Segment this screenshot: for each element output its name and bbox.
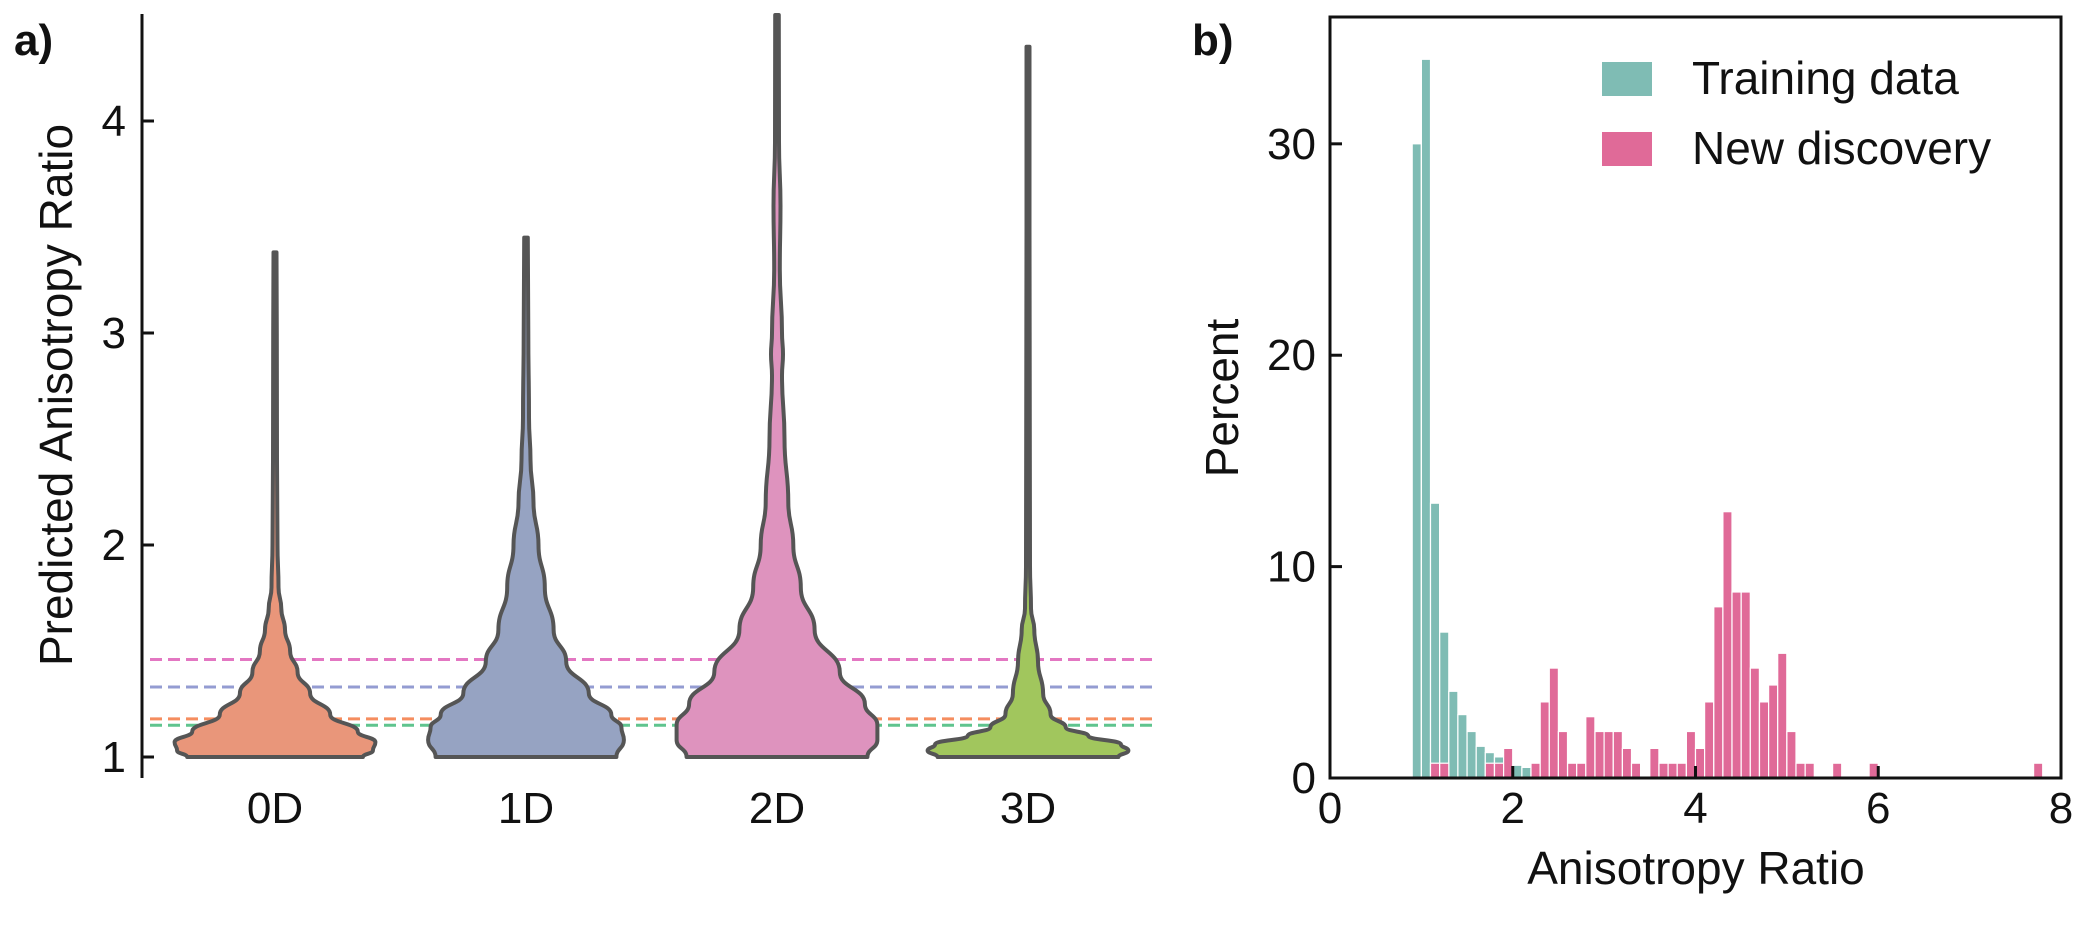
- discovery-bar: [1795, 762, 1806, 779]
- x-tick-label-0D: 0D: [247, 784, 303, 833]
- training-bar: [1466, 730, 1477, 779]
- y-tick-label: 3: [102, 309, 126, 358]
- x-tick-label: 0: [1318, 784, 1342, 833]
- histogram-panel: b) 0 10 20 30 0 2 4 6 8 Anisotropy Ratio Percen…: [1192, 15, 2073, 894]
- discovery-bar: [1621, 747, 1633, 779]
- x-tick-label-1D: 1D: [498, 784, 554, 833]
- discovery-bar: [1713, 606, 1724, 779]
- discovery-bar: [1804, 762, 1815, 779]
- y-tick-label: 2: [102, 521, 126, 570]
- discovery-bar: [1703, 701, 1715, 779]
- x-tick-label: 6: [1866, 784, 1890, 833]
- x-tick-label-3D: 3D: [1000, 784, 1056, 833]
- discovery-bar: [1658, 762, 1669, 779]
- x-tick-label: 8: [2049, 784, 2073, 833]
- y-axis-title: Percent: [1196, 319, 1248, 478]
- violins: [172, 13, 1131, 759]
- discovery-bar: [1566, 762, 1578, 779]
- legend: Training data New discovery: [1602, 52, 1991, 174]
- x-ticks: 0D 1D 2D 3D: [247, 784, 1056, 833]
- training-bar: [1429, 502, 1441, 779]
- x-tick-label-2D: 2D: [749, 784, 805, 833]
- legend-swatch-discovery: [1602, 132, 1652, 166]
- x-axis-title: Anisotropy Ratio: [1527, 842, 1865, 894]
- discovery-bar: [1585, 716, 1596, 779]
- legend-label-training: Training data: [1692, 52, 1959, 104]
- legend-swatch-training: [1602, 62, 1652, 96]
- violin-1D: [426, 235, 626, 759]
- legend-label-discovery: New discovery: [1692, 122, 1991, 174]
- discovery-bar: [1722, 511, 1733, 779]
- discovery-bar: [1731, 591, 1742, 779]
- y-tick-label: 30: [1267, 120, 1316, 169]
- training-bar: [1420, 58, 1432, 779]
- discovery-bar: [1429, 762, 1441, 779]
- histogram-bars: [1411, 58, 2044, 779]
- y-tick-label: 10: [1267, 543, 1316, 592]
- discovery-bar: [1777, 652, 1788, 779]
- x-ticks: 0 2 4 6 8: [1318, 766, 2073, 833]
- discovery-bar: [1786, 730, 1797, 779]
- y-tick-label: 1: [102, 733, 126, 782]
- discovery-bar: [1548, 667, 1560, 779]
- training-bar: [1448, 690, 1459, 779]
- discovery-bar: [1439, 762, 1450, 779]
- training-bar: [1457, 713, 1468, 779]
- y-axis-title: Predicted Anisotropy Ratio: [30, 124, 82, 666]
- y-tick-label: 20: [1267, 331, 1316, 380]
- discovery-bar: [1612, 730, 1624, 779]
- panel-b-label: b): [1192, 16, 1234, 65]
- violin-plot-panel: a) 1 2 3 4 0D 1D 2D 3D Predicted Anisotropy Ra…: [14, 13, 1158, 833]
- panel-a-label: a): [14, 16, 53, 65]
- discovery-bar: [1676, 762, 1687, 779]
- x-tick-label: 4: [1683, 784, 1707, 833]
- discovery-bar: [1749, 667, 1761, 779]
- violin-2D: [674, 13, 880, 759]
- y-tick-label: 0: [1292, 754, 1316, 803]
- discovery-bar: [1493, 762, 1505, 779]
- discovery-bar: [1484, 762, 1496, 779]
- discovery-bar: [1539, 701, 1550, 779]
- discovery-bar: [1630, 762, 1642, 779]
- y-ticks: 0 10 20 30: [1267, 120, 1342, 803]
- y-tick-label: 4: [102, 97, 126, 146]
- discovery-bar: [1740, 591, 1751, 779]
- discovery-bar: [1576, 762, 1587, 779]
- discovery-bar: [1649, 747, 1660, 779]
- discovery-bar: [1767, 684, 1779, 779]
- discovery-bar: [1603, 730, 1614, 779]
- training-bar: [1475, 745, 1486, 779]
- discovery-bar: [1831, 762, 1843, 779]
- discovery-bar: [1594, 730, 1605, 779]
- discovery-bar: [1530, 762, 1541, 779]
- violin-0D: [172, 250, 378, 759]
- training-bar: [1439, 631, 1450, 779]
- training-bar: [1521, 766, 1532, 779]
- discovery-bar: [1758, 701, 1770, 779]
- discovery-bar: [1667, 762, 1678, 779]
- training-bar: [1411, 143, 1422, 779]
- discovery-bar: [2032, 762, 2044, 779]
- violin-3D: [925, 44, 1131, 759]
- discovery-bar: [1557, 730, 1569, 779]
- y-ticks: 1 2 3 4: [102, 97, 154, 782]
- x-tick-label: 2: [1501, 784, 1525, 833]
